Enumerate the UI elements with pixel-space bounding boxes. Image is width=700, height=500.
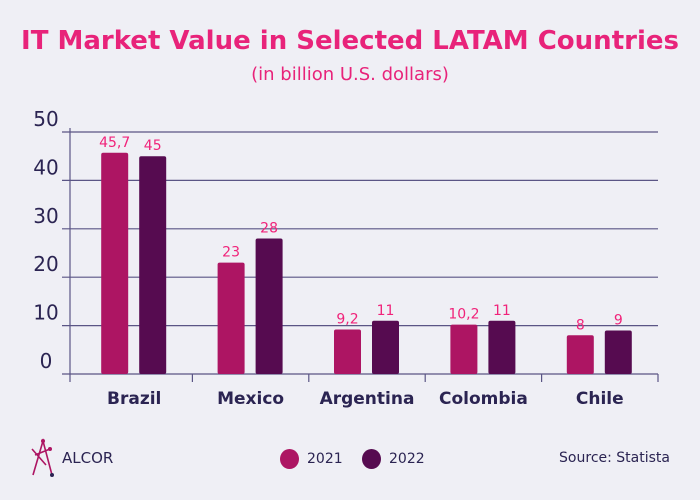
data-label: 45: [144, 138, 162, 154]
bar-2022-argentina: [372, 320, 399, 374]
data-label: 8: [576, 317, 585, 333]
data-label: 10,2: [448, 307, 479, 323]
alcor-logo-icon: [31, 438, 54, 477]
legend-item-2021: 2021: [280, 449, 343, 469]
legend-swatch-2021: [280, 449, 299, 469]
y-tick-label: 40: [33, 155, 58, 179]
y-tick-label: 20: [33, 252, 58, 276]
chart-subtitle: (in billion U.S. dollars): [251, 64, 449, 85]
legend-label-2021: 2021: [307, 451, 343, 467]
bar-2022-colombia: [488, 320, 516, 374]
x-tick-label: Chile: [576, 389, 624, 409]
bar-2022-mexico: [255, 238, 283, 374]
legend-label-2022: 2022: [389, 451, 425, 467]
data-label: 28: [260, 220, 278, 236]
chart-title: IT Market Value in Selected LATAM Countr…: [21, 26, 679, 56]
bar-2021-brazil: [101, 152, 129, 374]
y-tick-label: 10: [33, 301, 58, 325]
legend-item-2022: 2022: [362, 449, 425, 469]
y-tick-label: 30: [33, 204, 58, 228]
data-label: 45,7: [99, 135, 130, 151]
data-label: 23: [222, 245, 240, 261]
legend-swatch-2022: [362, 449, 381, 469]
data-label: 9: [614, 312, 623, 328]
bar-2021-colombia: [450, 324, 478, 374]
bar-2021-mexico: [217, 262, 245, 374]
source-note: Source: Statista: [559, 450, 670, 466]
x-tick-label: Argentina: [320, 389, 415, 409]
x-tick-label: Brazil: [107, 389, 161, 409]
data-label: 11: [493, 303, 511, 319]
y-tick-label: 50: [33, 107, 58, 131]
data-label: 11: [377, 303, 395, 319]
bar-2022-chile: [604, 330, 632, 374]
bar-2021-chile: [566, 335, 594, 374]
x-tick-label: Mexico: [217, 389, 284, 409]
logo-text: ALCOR: [62, 449, 114, 467]
alcor-logo: ALCOR: [30, 437, 113, 479]
bar-2022-brazil: [139, 156, 167, 374]
y-tick-label: 0: [40, 349, 53, 373]
bar-2021-argentina: [334, 329, 361, 374]
x-tick-label: Colombia: [439, 389, 528, 409]
data-label: 9,2: [336, 311, 358, 327]
